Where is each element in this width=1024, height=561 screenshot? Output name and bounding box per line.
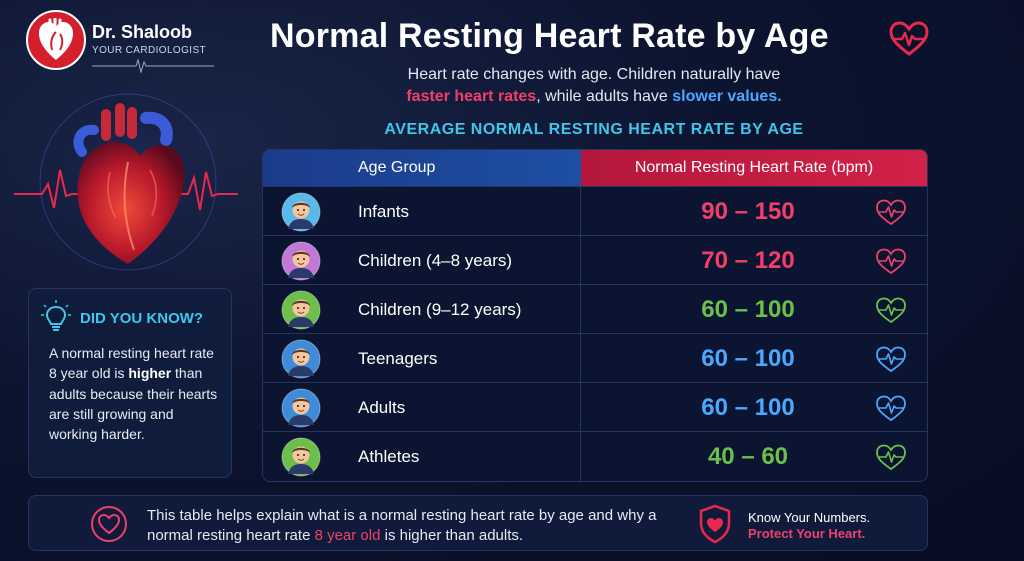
heart-rate-value: 60 – 100: [701, 394, 795, 421]
subtitle-line-1: Heart rate changes with age. Children na…: [407, 66, 781, 83]
heart-rate-value: 60 – 100: [701, 296, 795, 323]
subtitle: Heart rate changes with age. Children na…: [262, 64, 926, 108]
heartbeat-icon: [876, 395, 906, 422]
heartbeat-icon: [889, 21, 929, 56]
column-header-heart-rate: Normal Resting Heart Rate (bpm): [581, 150, 927, 186]
table-row: Children (4–8 years) 70 – 120: [263, 235, 927, 284]
heart-rate-value: 60 – 100: [701, 345, 795, 372]
logo: [26, 10, 86, 70]
child-boy-avatar: [281, 290, 321, 330]
did-you-know-card: [28, 288, 232, 478]
age-group-label: Teenagers: [358, 349, 438, 368]
footer-tagline-1: Know Your Numbers.: [748, 510, 871, 525]
column-header-age-group: Age Group: [263, 150, 581, 186]
did-you-know-title: DID YOU KNOW?: [80, 310, 204, 327]
age-group-label: Athletes: [358, 447, 420, 466]
subtitle-slower: slower values.: [672, 88, 782, 105]
heart-logo-icon: [39, 18, 73, 60]
age-group-label: Children (9–12 years): [358, 300, 522, 319]
footer-text-pre: This table helps explain what is a norma…: [147, 507, 657, 544]
subtitle-faster: faster heart rates: [406, 88, 537, 105]
section-heading: AVERAGE NORMAL RESTING HEART RATE BY AGE: [384, 121, 804, 138]
adult-avatar: [281, 388, 321, 428]
infant-avatar: [281, 192, 321, 232]
brand-name: Dr. Shaloob: [92, 22, 193, 42]
heartbeat-icon: [876, 297, 906, 324]
table-row: Athletes 40 – 60: [263, 431, 927, 480]
footer-text-highlight: 8 year old: [314, 527, 381, 544]
heart-shield-icon: [699, 504, 731, 544]
athlete-avatar: [281, 437, 321, 477]
heart-circle-icon: [91, 506, 127, 542]
footer-tagline-2: Protect Your Heart.: [748, 526, 866, 541]
subtitle-mid: , while adults have: [536, 88, 673, 105]
child-girl-avatar: [281, 241, 321, 281]
teenager-avatar: [281, 339, 321, 379]
heartbeat-icon: [876, 444, 906, 471]
table-row: Teenagers 60 – 100: [263, 333, 927, 382]
table-row: Adults 60 – 100: [263, 382, 927, 431]
did-you-know-text: A normal resting heart rate 8 year old i…: [49, 343, 225, 444]
anatomical-heart-illustration: [14, 92, 238, 274]
footer-text: This table helps explain what is a norma…: [147, 506, 667, 546]
table-row: Children (9–12 years) 60 – 100: [263, 284, 927, 333]
heartbeat-icon: [876, 199, 906, 226]
lightbulb-icon: [41, 300, 71, 331]
heart-rate-table: Age Group Normal Resting Heart Rate (bpm…: [262, 149, 928, 482]
did-you-know-text-pre: A normal resting heart rate 8 year old i…: [49, 345, 214, 382]
table-row: Infants 90 – 150: [263, 186, 927, 235]
footer-banner: [28, 495, 928, 551]
age-group-label: Infants: [358, 202, 410, 221]
did-you-know-text-bold: higher: [128, 365, 172, 382]
subtitle-line-2: faster heart rates, while adults have sl…: [262, 86, 926, 108]
pulse-line-icon: [92, 58, 214, 74]
heart-rate-value: 40 – 60: [707, 443, 789, 470]
heartbeat-icon: [876, 346, 906, 373]
age-group-label: Adults: [358, 398, 406, 417]
heart-rate-value: 90 – 150: [701, 198, 795, 225]
brand-tagline: YOUR CARDIOLOGIST: [92, 45, 207, 56]
page-title: Normal Resting Heart Rate by Age: [270, 17, 829, 55]
footer-text-post: is higher than adults.: [380, 527, 524, 544]
heart-rate-value: 70 – 120: [701, 247, 795, 274]
age-group-label: Children (4–8 years): [358, 251, 513, 270]
table-header: Age Group Normal Resting Heart Rate (bpm…: [263, 150, 927, 186]
did-you-know-text-post: than adults because their hearts are sti…: [49, 365, 218, 443]
heartbeat-icon: [876, 248, 906, 275]
